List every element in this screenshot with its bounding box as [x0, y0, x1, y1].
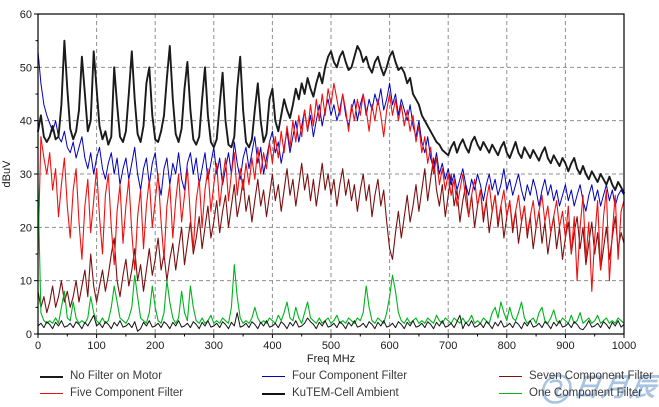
x-tick-label: 100	[87, 340, 105, 352]
chart-legend: No Filter on Motor Four Component Filter…	[0, 366, 659, 407]
legend-label: One Component Filter	[529, 387, 643, 399]
series-kutem-cell-ambient	[37, 312, 625, 332]
legend-swatch-blue	[262, 376, 285, 377]
x-tick-label: 200	[146, 340, 164, 352]
x-tick-label: 1000	[612, 340, 636, 352]
y-axis-label: dBuV	[1, 160, 13, 188]
series-four-component-filter	[37, 50, 625, 212]
series-one-component-filter	[37, 184, 625, 324]
x-tick-label: 600	[380, 340, 398, 352]
legend-item-five-component-filter: Five Component Filter	[40, 386, 183, 401]
series-no-filter-on-motor	[37, 39, 625, 194]
legend-item-no-filter-on-motor: No Filter on Motor	[40, 369, 162, 384]
legend-swatch-red	[40, 393, 63, 394]
y-tick-label: 10	[20, 276, 32, 288]
legend-label: No Filter on Motor	[70, 370, 163, 382]
y-tick-label: 40	[20, 116, 32, 128]
legend-swatch-black-thick	[40, 375, 63, 378]
x-tick-label: 300	[205, 340, 223, 352]
legend-item-four-component-filter: Four Component Filter	[262, 369, 407, 384]
legend-label: Five Component Filter	[70, 387, 184, 399]
legend-item-one-component-filter: One Component Filter	[499, 386, 642, 401]
plot-border	[37, 13, 625, 335]
legend-swatch-black-thin	[262, 392, 285, 395]
x-tick-label: 900	[556, 340, 574, 352]
x-tick-label: 400	[263, 340, 281, 352]
y-tick-label: 50	[20, 62, 32, 74]
x-axis-label: Freq MHz	[307, 353, 355, 365]
y-tick-label: 30	[20, 169, 32, 181]
series-five-component-filter	[37, 82, 625, 292]
x-tick-label: 500	[322, 340, 340, 352]
legend-item-kutem-cell-ambient: KuTEM-Cell Ambient	[262, 386, 399, 401]
legend-swatch-green	[499, 393, 522, 394]
x-tick-label: 700	[439, 340, 457, 352]
y-tick-label: 0	[26, 329, 32, 341]
legend-label: Four Component Filter	[292, 370, 408, 382]
y-tick-label: 20	[20, 222, 32, 234]
legend-swatch-darkred	[499, 376, 522, 377]
legend-label: KuTEM-Cell Ambient	[292, 387, 399, 399]
x-tick-label: 0	[35, 340, 41, 352]
legend-item-seven-component-filter: Seven Component Filter	[499, 369, 653, 384]
legend-label: Seven Component Filter	[529, 370, 654, 382]
y-tick-label: 60	[20, 9, 32, 21]
x-tick-label: 800	[498, 340, 516, 352]
